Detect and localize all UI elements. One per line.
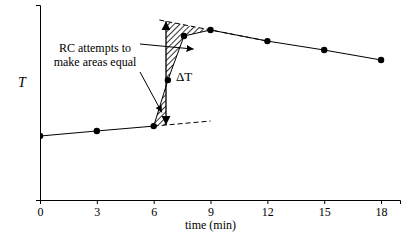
x-tick-mark <box>267 200 268 204</box>
x-axis: 0 3 6 9 12 15 18 <box>38 200 401 219</box>
annotation: RC attempts tomake areas equal <box>54 41 137 69</box>
marks <box>40 20 384 139</box>
annotation-line: RC attempts to <box>59 41 131 55</box>
x-tick: 6 <box>151 200 157 219</box>
y-axis <box>36 6 41 201</box>
x-tick: 18 <box>376 200 388 219</box>
x-tick: 12 <box>262 200 274 219</box>
point <box>321 47 327 53</box>
annotation-arrow <box>140 72 162 112</box>
x-tick-mark <box>324 200 325 204</box>
x-tick-label: 3 <box>94 205 100 219</box>
x-tick: 15 <box>319 200 331 219</box>
point <box>40 133 43 139</box>
x-tick-label: 15 <box>319 205 331 219</box>
chart: 0 3 6 9 12 15 18 time (min) T ΔT RC attempts tomak… <box>0 0 416 232</box>
x-tick-mark <box>211 200 212 204</box>
x-tick-mark <box>97 200 98 204</box>
x-tick-label: 0 <box>38 205 44 219</box>
point <box>181 33 187 39</box>
point <box>378 57 384 63</box>
x-axis-title: time (min) <box>185 218 236 232</box>
delta-t-arrow <box>165 21 166 125</box>
series-line <box>40 30 381 136</box>
plot-area: 0 3 6 9 12 15 18 <box>36 6 401 219</box>
x-tick: 0 <box>38 200 44 219</box>
x-tick: 9 <box>208 200 214 219</box>
x-tick-mark <box>154 200 155 204</box>
series-line <box>154 121 211 126</box>
x-axis-line <box>41 201 401 205</box>
x-tick-label: 12 <box>262 205 274 219</box>
point <box>94 128 100 134</box>
x-tick-label: 9 <box>208 205 214 219</box>
x-tick-label: 18 <box>376 205 388 219</box>
x-tick-mark <box>381 200 382 204</box>
y-axis-title: T <box>18 75 27 90</box>
x-tick-label: 6 <box>151 205 157 219</box>
annotation-line: make areas equal <box>54 55 137 69</box>
annotation-arrow <box>140 44 194 49</box>
delta-t-label: ΔT <box>176 69 192 84</box>
y-axis-line <box>36 6 41 201</box>
series-line <box>159 20 267 41</box>
x-tick: 3 <box>94 200 100 219</box>
